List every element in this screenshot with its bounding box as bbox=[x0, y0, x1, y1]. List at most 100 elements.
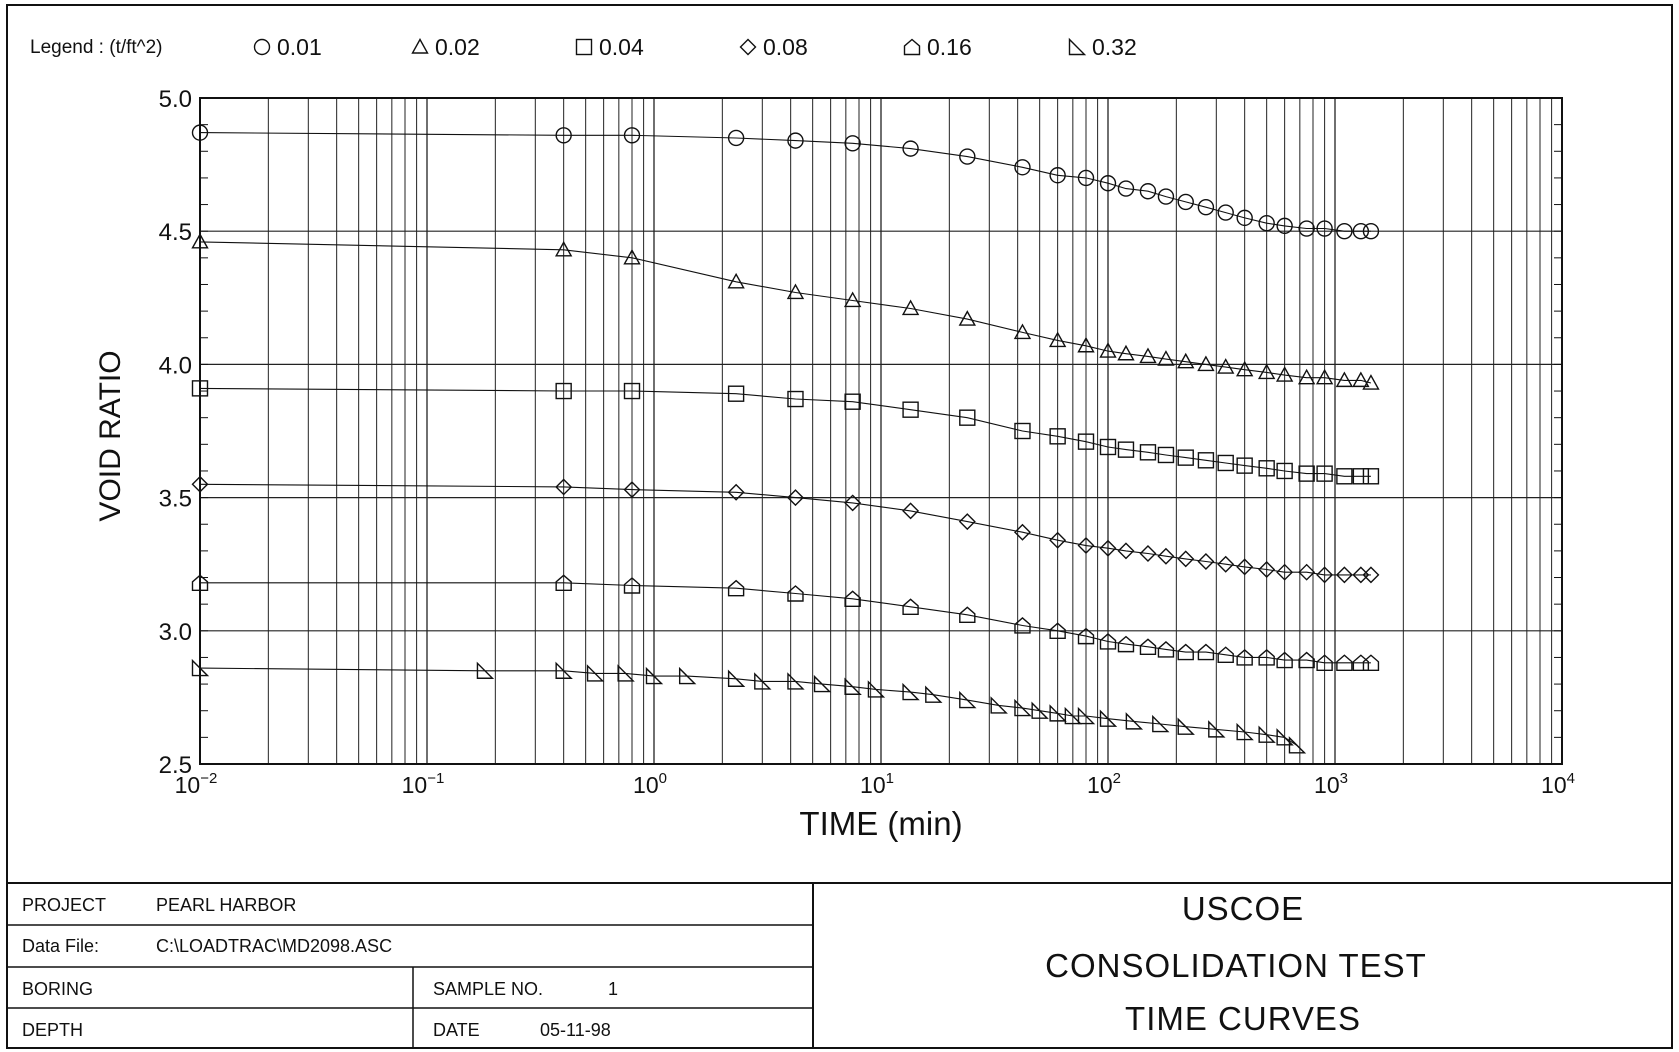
point-diamond bbox=[1258, 561, 1276, 579]
point-circle bbox=[623, 127, 641, 144]
point-circle bbox=[1362, 222, 1380, 240]
point-right-triangle bbox=[1125, 712, 1144, 730]
point-diamond bbox=[1117, 542, 1135, 560]
point-square bbox=[1157, 446, 1175, 464]
point-diamond bbox=[727, 483, 745, 501]
legend-entry-5: 0.16 bbox=[927, 34, 972, 60]
point-house bbox=[959, 606, 976, 624]
point-house bbox=[1298, 651, 1315, 669]
point-diamond bbox=[1197, 553, 1215, 571]
point-square bbox=[1139, 444, 1157, 461]
point-triangle bbox=[1139, 347, 1157, 364]
point-triangle bbox=[1335, 371, 1354, 388]
point-square bbox=[1117, 441, 1135, 458]
point-diamond bbox=[1157, 547, 1175, 565]
point-diamond bbox=[1099, 539, 1117, 557]
project-label: PROJECT bbox=[22, 895, 106, 915]
point-diamond bbox=[844, 494, 862, 512]
point-square bbox=[1298, 465, 1315, 482]
plot-frame bbox=[199, 97, 1563, 765]
point-circle bbox=[1177, 193, 1194, 211]
point-right-triangle bbox=[1276, 728, 1294, 746]
x-tick-label: 101 bbox=[860, 770, 894, 798]
point-circle bbox=[1197, 199, 1215, 216]
legend-entry-6: 0.32 bbox=[1092, 34, 1137, 60]
point-triangle bbox=[1048, 331, 1067, 348]
point-circle bbox=[787, 132, 804, 149]
point-diamond bbox=[1316, 566, 1334, 584]
point-square bbox=[727, 385, 745, 402]
legend-marker-diamond bbox=[739, 38, 757, 56]
point-square bbox=[1276, 462, 1293, 480]
chart-legend: Legend : (t/ft^2) 0.01 0.02 0.04 0.08 0.16 0.… bbox=[30, 34, 1137, 60]
org-name: USCOE bbox=[1182, 890, 1304, 927]
point-diamond bbox=[958, 513, 976, 531]
depth-label: DEPTH bbox=[22, 1020, 83, 1040]
point-square bbox=[787, 390, 804, 408]
datafile-value: C:\LOADTRAC\MD2098.ASC bbox=[156, 936, 392, 956]
curve-series-0.32 bbox=[199, 667, 1298, 746]
y-tick-label: 3.5 bbox=[159, 486, 192, 513]
point-triangle bbox=[1352, 371, 1370, 388]
point-diamond bbox=[1139, 545, 1157, 563]
x-tick-label: 104 bbox=[1541, 770, 1575, 798]
point-right-triangle bbox=[844, 677, 862, 695]
point-diamond bbox=[1077, 537, 1095, 555]
point-triangle bbox=[1235, 360, 1254, 377]
point-right-triangle bbox=[902, 682, 920, 701]
point-house bbox=[1177, 643, 1194, 661]
point-square bbox=[1049, 428, 1066, 445]
point-house bbox=[623, 577, 641, 594]
point-right-triangle bbox=[586, 664, 605, 682]
x-tick-label: 103 bbox=[1314, 770, 1348, 798]
point-circle bbox=[959, 148, 976, 165]
point-circle bbox=[1077, 169, 1095, 187]
chart-curves bbox=[199, 132, 1372, 746]
point-diamond bbox=[1335, 566, 1353, 584]
point-triangle bbox=[554, 240, 573, 257]
legend-entry-1: 0.01 bbox=[277, 34, 322, 60]
point-triangle bbox=[1275, 366, 1294, 382]
point-triangle bbox=[1157, 350, 1175, 366]
legend-marker-right-triangle bbox=[1068, 37, 1087, 56]
point-right-triangle bbox=[959, 690, 977, 709]
point-diamond bbox=[1177, 550, 1195, 568]
y-tick-label: 4.0 bbox=[159, 352, 192, 379]
point-square bbox=[1077, 433, 1095, 450]
point-circle bbox=[1049, 167, 1066, 184]
point-circle bbox=[1352, 222, 1370, 240]
point-right-triangle bbox=[476, 661, 495, 679]
point-triangle bbox=[1077, 336, 1095, 353]
point-diamond bbox=[1049, 531, 1067, 549]
point-square bbox=[902, 401, 919, 418]
title-block: PROJECT PEARL HARBOR Data File: C:\LOADT… bbox=[7, 882, 1672, 1048]
point-right-triangle bbox=[867, 680, 886, 698]
curve-series-0.01 bbox=[199, 132, 1371, 232]
point-diamond bbox=[786, 489, 804, 507]
y-tick-label: 4.5 bbox=[159, 219, 192, 246]
point-circle bbox=[1258, 215, 1275, 232]
x-tick-label: 10−2 bbox=[175, 770, 218, 798]
point-circle bbox=[555, 127, 572, 144]
point-house bbox=[902, 598, 919, 616]
point-triangle bbox=[843, 291, 862, 308]
legend-label: Legend : (t/ft^2) bbox=[30, 37, 163, 58]
point-right-triangle bbox=[1099, 709, 1118, 727]
point-triangle bbox=[786, 283, 805, 300]
point-right-triangle bbox=[617, 664, 635, 682]
point-square bbox=[1362, 468, 1380, 485]
point-square bbox=[1197, 452, 1215, 469]
point-triangle bbox=[1099, 342, 1117, 358]
legend-marker-circle bbox=[253, 38, 271, 56]
point-square bbox=[844, 393, 861, 410]
y-axis-title: VOID RATIO bbox=[94, 350, 127, 521]
legend-marker-square bbox=[575, 38, 593, 56]
point-diamond bbox=[1236, 558, 1254, 576]
point-house bbox=[1049, 622, 1066, 639]
chart-markers bbox=[191, 124, 1380, 754]
point-right-triangle bbox=[1208, 720, 1226, 738]
date-label: DATE bbox=[433, 1020, 480, 1040]
legend-entry-4: 0.08 bbox=[763, 34, 808, 60]
point-house bbox=[1217, 646, 1234, 663]
point-triangle bbox=[1217, 358, 1235, 374]
